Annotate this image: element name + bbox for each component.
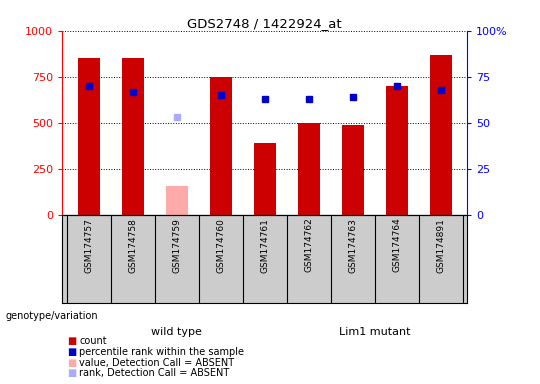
Bar [342, 125, 363, 215]
Text: GSM174758: GSM174758 [128, 218, 137, 273]
Text: GSM174760: GSM174760 [216, 218, 225, 273]
Text: ■: ■ [68, 336, 77, 346]
Text: GSM174764: GSM174764 [392, 218, 401, 272]
Text: rank, Detection Call = ABSENT: rank, Detection Call = ABSENT [79, 368, 230, 378]
Text: count: count [79, 336, 107, 346]
Text: ■: ■ [68, 358, 77, 367]
Text: percentile rank within the sample: percentile rank within the sample [79, 347, 245, 357]
Text: GSM174759: GSM174759 [172, 218, 181, 273]
Bar [430, 55, 451, 215]
Bar [210, 77, 232, 215]
Text: GSM174763: GSM174763 [348, 218, 357, 273]
Text: Lim1 mutant: Lim1 mutant [339, 327, 410, 337]
Text: GSM174761: GSM174761 [260, 218, 269, 273]
Bar [78, 58, 99, 215]
Bar [166, 185, 187, 215]
Text: GSM174757: GSM174757 [84, 218, 93, 273]
Text: GSM174891: GSM174891 [436, 218, 445, 273]
Bar [254, 143, 275, 215]
Bar [298, 123, 320, 215]
Text: wild type: wild type [151, 327, 202, 337]
Text: genotype/variation: genotype/variation [5, 311, 98, 321]
Text: ■: ■ [68, 368, 77, 378]
Bar [122, 58, 144, 215]
Text: GDS2748 / 1422924_at: GDS2748 / 1422924_at [187, 17, 342, 30]
Text: value, Detection Call = ABSENT: value, Detection Call = ABSENT [79, 358, 234, 367]
Bar [386, 86, 408, 215]
Text: ■: ■ [68, 347, 77, 357]
Text: GSM174762: GSM174762 [304, 218, 313, 272]
